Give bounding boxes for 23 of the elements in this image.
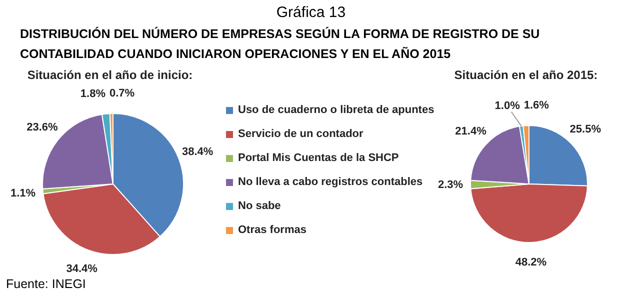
- data-label: 21.4%: [455, 125, 487, 138]
- chart-subtitle: DISTRIBUCIÓN DEL NÚMERO DE EMPRESAS SEGÚN LA FORMA DE REGISTRO DE SU CONTABILIDAD CUANDO INICIARON OPERACIONES Y EN EL AÑO 2015: [19, 26, 541, 63]
- data-label: 23.6%: [26, 122, 58, 134]
- data-label: 2.3%: [438, 178, 464, 191]
- data-label: 38.4%: [182, 146, 214, 158]
- data-label: 1.8%: [80, 88, 106, 100]
- chart-title: Gráfica 13: [275, 3, 347, 21]
- legend-label: Servicio de un contador: [238, 128, 364, 140]
- data-label: 48.2%: [515, 256, 547, 269]
- data-label: 1.1%: [10, 187, 36, 200]
- legend-label: No sabe: [238, 200, 281, 212]
- source-note: Fuente: INEGI: [6, 277, 86, 291]
- legend-label: Otras formas: [238, 224, 306, 236]
- legend-label: Portal Mis Cuentas de la SHCP: [238, 152, 399, 164]
- data-label: 0.7%: [109, 88, 135, 100]
- legend-label: No lleva a cabo registros contables: [238, 176, 423, 188]
- data-label: 1.0%: [494, 100, 520, 112]
- slice-label: Situación en el año 2015:: [453, 68, 599, 82]
- data-label: 1.6%: [524, 100, 550, 112]
- slice-label: Situación en el año de inicio:: [26, 68, 194, 82]
- legend-label: Uso de cuaderno o libreta de apuntes: [238, 104, 434, 116]
- data-label: 25.5%: [570, 123, 602, 136]
- data-label: 34.4%: [66, 262, 98, 275]
